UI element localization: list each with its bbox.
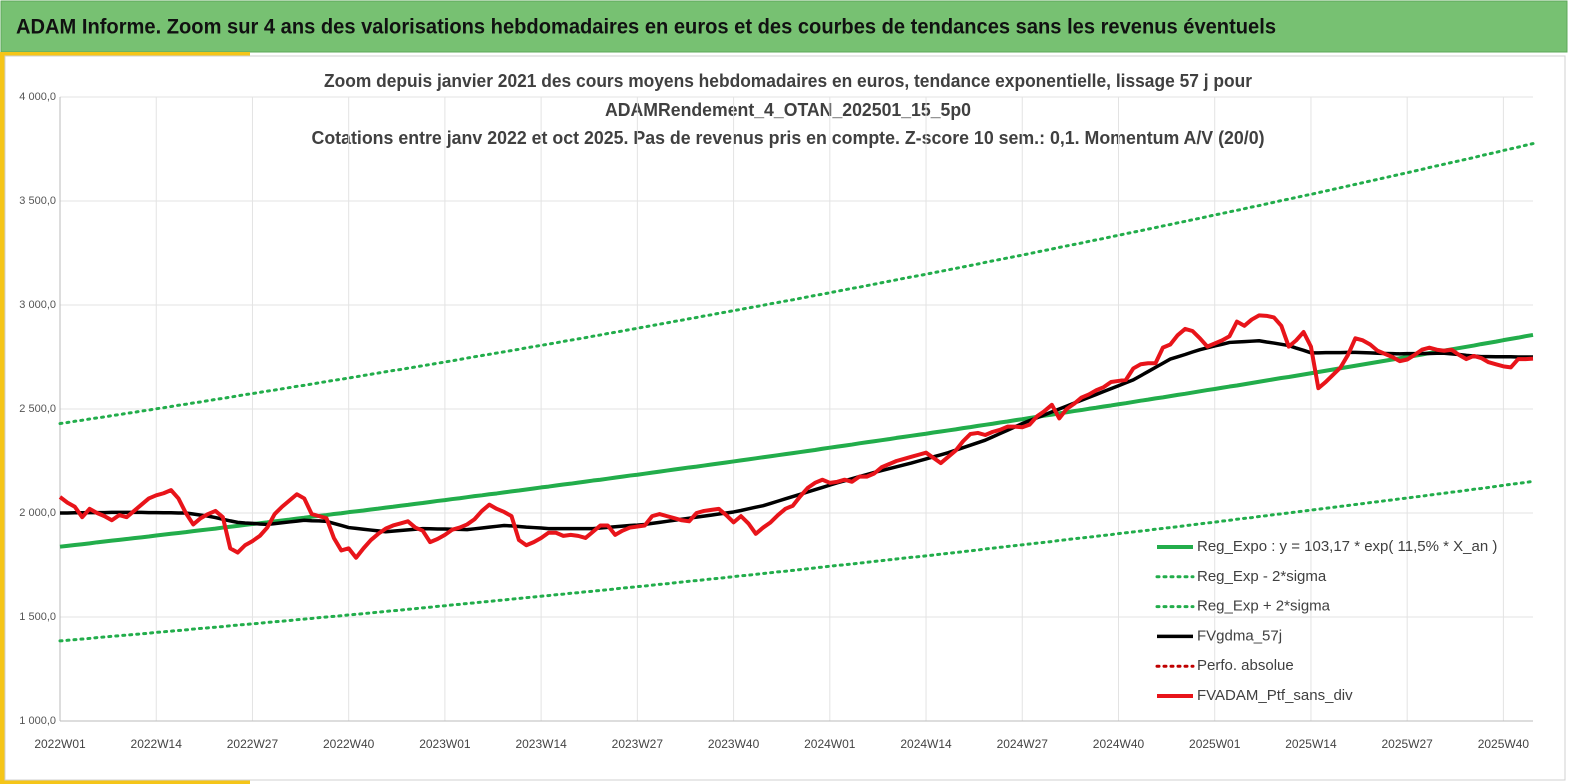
y-tick-label: 1 000,0 (19, 715, 56, 727)
x-tick-label: 2023W27 (612, 737, 664, 751)
accent (0, 52, 250, 56)
series-line (58, 479, 1535, 643)
accent (0, 52, 5, 784)
x-tick-label: 2023W14 (515, 737, 567, 751)
legend-label: FVgdma_57j (1197, 627, 1282, 644)
legend-label: Perfo. absolue (1197, 657, 1294, 674)
legend-label: Reg_Expo : y = 103,17 * exp( 11,5% * X_a… (1197, 538, 1497, 555)
series-line (59, 332, 1534, 549)
header-bar (0, 0, 1568, 53)
chart-title: Zoom depuis janvier 2021 des cours moyen… (324, 71, 1252, 91)
x-tick-label: 2024W14 (900, 737, 952, 751)
x-tick-label: 2025W27 (1381, 737, 1433, 751)
y-tick-label: 2 000,0 (19, 507, 56, 519)
chart-title: Cotations entre janv 2022 et oct 2025. P… (312, 128, 1265, 148)
header-title: ADAM Informe. Zoom sur 4 ans des valoris… (16, 16, 1276, 39)
y-tick-label: 1 500,0 (19, 611, 56, 623)
x-tick-label: 2022W27 (227, 737, 279, 751)
x-tick-label: 2023W01 (419, 737, 471, 751)
x-tick-label: 2022W01 (34, 737, 86, 751)
legend-label: Reg_Exp + 2*sigma (1197, 598, 1331, 615)
x-tick-label: 2025W14 (1285, 737, 1337, 751)
series-line (58, 142, 1535, 426)
chart-frame (4, 55, 1566, 781)
legend-label: Reg_Exp - 2*sigma (1197, 568, 1327, 585)
accent (0, 779, 250, 784)
y-tick-label: 2 500,0 (19, 403, 56, 415)
x-tick-label: 2025W01 (1189, 737, 1241, 751)
x-tick-label: 2024W27 (997, 737, 1049, 751)
y-tick-label: 3 500,0 (19, 195, 56, 207)
series-line (58, 313, 1534, 560)
x-tick-label: 2022W40 (323, 737, 375, 751)
legend-label: FVADAM_Ptf_sans_div (1197, 687, 1353, 704)
y-tick-label: 3 000,0 (19, 299, 56, 311)
x-tick-label: 2022W14 (131, 737, 183, 751)
chart-title: ADAMRendement_4_OTAN_202501_15_5p0 (605, 100, 971, 120)
x-tick-label: 2023W40 (708, 737, 760, 751)
x-tick-label: 2025W40 (1478, 737, 1530, 751)
x-tick-label: 2024W01 (804, 737, 856, 751)
y-tick-label: 4 000,0 (19, 91, 56, 103)
x-tick-label: 2024W40 (1093, 737, 1145, 751)
